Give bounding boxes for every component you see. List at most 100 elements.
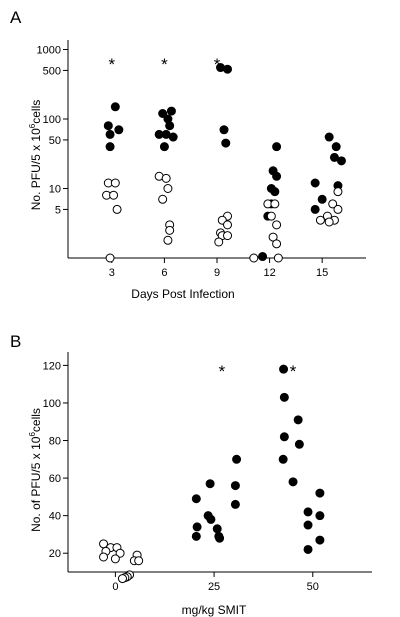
panel-a-filled-point — [336, 156, 346, 166]
panel-b-y-axis-title-tail: cells — [29, 408, 43, 432]
panel-a-open-point — [272, 239, 282, 249]
panel-a-filled-point — [158, 108, 168, 118]
panel-a-open-point — [105, 253, 115, 263]
panel-a-open-point — [109, 190, 119, 200]
panel-b-filled-point — [288, 477, 298, 487]
panel-a-y-axis-title-tail: cells — [29, 100, 43, 124]
panel-b-y-tick-label: 120 — [43, 360, 61, 372]
panel-a-open-point — [272, 220, 282, 230]
panel-a-filled-point — [324, 132, 334, 142]
panel-a-filled-point — [105, 142, 115, 152]
panel-a-y-axis-title-main: No. PFU/5 x 10 — [29, 128, 43, 210]
panel-a-significance-star: * — [214, 55, 221, 74]
panel-b-plot: 20 40 60 80 100 120 0 25 50 * * — [43, 352, 372, 593]
panel-b-y-axis-title-superscript: 6 — [28, 432, 37, 437]
panel-a-open-point — [158, 194, 168, 204]
panel-a-open-point — [223, 220, 233, 230]
panel-a-open-point — [328, 199, 338, 209]
panel-a-open-point — [333, 204, 343, 214]
panel-a-open-point — [273, 253, 283, 263]
panel-a-open-point — [110, 178, 120, 188]
panel-b-y-axis-title: No. of PFU/5 x 106cells — [28, 408, 43, 532]
panel-b-filled-point — [293, 415, 303, 425]
panel-a-significance-star: * — [109, 55, 116, 74]
panel-b-x-tick-label: 50 — [307, 581, 319, 593]
panel-b-open-point — [99, 552, 109, 562]
panel-a-y-tick-label: 500 — [43, 65, 61, 77]
panel-a-x-tick-label: 15 — [316, 267, 328, 279]
panel-a-letter: A — [10, 8, 22, 27]
panel-a-x-tick-label: 12 — [263, 267, 275, 279]
panel-b-y-tick-label: 60 — [49, 473, 61, 485]
panel-a-x-axis-title: Days Post Infection — [131, 287, 234, 301]
panel-b-filled-point — [315, 511, 325, 521]
panel-a-filled-point — [331, 142, 341, 152]
panel-b-y-axis-title-main: No. of PFU/5 x 10 — [29, 436, 43, 532]
panel-a-filled-point — [310, 204, 320, 214]
panel-b-open-point — [134, 556, 144, 566]
panel-b-significance-star: * — [219, 362, 226, 381]
panel-a-filled-point — [166, 106, 176, 116]
panel-a-y-tick-label: 50 — [49, 135, 61, 147]
panel-a-filled-point — [310, 178, 320, 188]
panel-b-filled-point — [230, 499, 240, 509]
panel-b-filled-point — [279, 364, 289, 374]
panel-b-open-point — [117, 574, 127, 584]
panel-a-y-axis-title-superscript: 6 — [28, 123, 37, 128]
panel-b-filled-point — [315, 535, 325, 545]
panel-b-filled-point — [191, 531, 201, 541]
panel-b-filled-point — [279, 392, 289, 402]
panel-a-filled-point — [221, 138, 231, 148]
panel-a-filled-point — [317, 194, 327, 204]
panel-b-filled-point — [205, 479, 215, 489]
panel-a-open-point — [270, 199, 280, 209]
panel-a-y-tick-label: 1000 — [37, 45, 61, 57]
panel-a-open-point — [163, 235, 173, 245]
panel-b-letter: B — [10, 332, 21, 351]
panel-b-filled-point — [294, 439, 304, 449]
panel-b-x-tick-label: 25 — [208, 581, 220, 593]
panel-a-filled-point — [103, 121, 113, 131]
panel-a-filled-point — [223, 64, 233, 74]
panel-b-filled-point — [215, 533, 225, 543]
panel-a-filled-point — [168, 132, 178, 142]
panel-a-open-point — [161, 173, 171, 183]
panel-b-filled-point — [230, 481, 240, 491]
panel-a-open-point — [324, 217, 334, 227]
panel-b-x-axis-title: mg/kg SMIT — [182, 603, 247, 617]
panel-a-filled-point — [272, 142, 282, 152]
panel-b-filled-point — [315, 488, 325, 498]
panel-a-filled-point — [165, 121, 175, 131]
panel-a-open-point — [249, 253, 259, 263]
panel-b-open-point — [115, 548, 125, 558]
panel-a-filled-point — [114, 125, 124, 135]
panel-a-filled-point — [270, 187, 280, 197]
panel-b-filled-point — [192, 522, 202, 532]
panel-a-open-point — [266, 211, 276, 221]
panel-a-x-tick-label: 9 — [214, 267, 220, 279]
panel-a-open-point — [112, 204, 122, 214]
panel-a-y-tick-label: 10 — [49, 184, 61, 196]
panel-b-filled-point — [232, 454, 242, 464]
panel-b-open-point — [110, 554, 120, 564]
panel-a-open-point — [163, 184, 173, 194]
panel-a-filled-point — [258, 252, 268, 262]
panel-b-y-tick-label: 100 — [43, 398, 61, 410]
panel-a-open-point — [333, 187, 343, 197]
panel-a-significance-star: * — [161, 55, 168, 74]
panel-a-x-tick-label: 3 — [109, 267, 115, 279]
panel-b-y-tick-label: 80 — [49, 436, 61, 448]
panel-b-filled-point — [303, 520, 313, 530]
panel-a-open-point — [214, 237, 224, 247]
panel-b-filled-point — [191, 494, 201, 504]
panel-b-significance-star: * — [290, 362, 297, 381]
panel-a-filled-point — [110, 102, 120, 112]
panel-b-y-tick-label: 20 — [49, 548, 61, 560]
panel-a-open-point — [165, 225, 175, 235]
panel-a-y-tick-label: 100 — [43, 114, 61, 126]
panel-b-filled-point — [279, 432, 289, 442]
panel-a-filled-point — [105, 129, 115, 139]
panel-b-x-tick-label: 0 — [112, 581, 118, 593]
panel-a-filled-point — [272, 171, 282, 181]
